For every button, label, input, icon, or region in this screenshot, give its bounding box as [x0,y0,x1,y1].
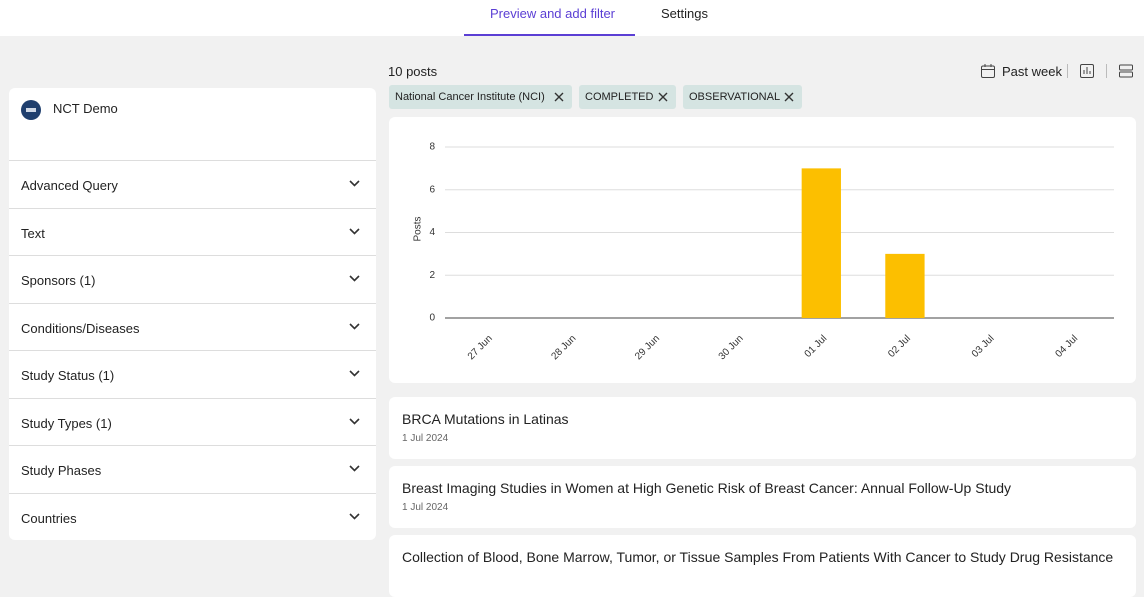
post-card[interactable]: Collection of Blood, Bone Marrow, Tumor,… [389,535,1136,597]
chip-remove[interactable] [784,92,794,102]
chip-remove[interactable] [658,92,668,102]
filter-label: Study Phases [21,463,102,478]
tab-underline [464,34,635,36]
chevron[interactable] [349,227,360,235]
chevron[interactable] [349,417,360,425]
tab[interactable]: Settings [661,6,708,21]
project-logo [21,100,41,120]
chart-card [389,117,1136,383]
x-tick-label: 03 Jul [970,333,997,360]
post-count: 10 posts [388,64,438,79]
y-tick-label: 2 [429,270,435,281]
chip-label: OBSERVATIONAL [689,91,781,103]
x-tick-label: 28 Jun [549,333,578,362]
sidebar [9,88,376,540]
chevron[interactable] [349,180,360,187]
chip-label: COMPLETED [585,91,654,103]
chip-remove[interactable] [554,92,564,102]
post-card[interactable]: BRCA Mutations in Latinas 1 Jul 2024 [389,397,1136,459]
bar [885,253,925,318]
filter-label: Sponsors (1) [21,273,96,288]
filter-item[interactable]: Countries [9,492,376,541]
filter-chip: OBSERVATIONAL [683,85,802,109]
filter-label: Countries [21,510,77,526]
filter-item[interactable]: Text [9,207,376,256]
filter-label: Study Types (1) [21,415,112,431]
filter-label: Text [21,225,45,241]
bar [801,168,841,318]
list-toggle[interactable] [1118,63,1134,79]
chevron[interactable] [349,275,360,282]
x-tick-label: 02 Jul [886,333,913,360]
y-tick-label: 6 [429,184,435,195]
chart: Posts 0 2 4 6 8 27 Jun 28 Jun 29 Jun 30 Jun 01 Ju… [413,142,1114,362]
post-date: 1 Jul 2024 [402,433,449,444]
x-tick-label: 30 Jun [717,333,746,362]
chart-toggle[interactable] [1079,63,1095,79]
x-tick-label: 01 Jul [803,333,830,360]
calendar-icon [981,64,995,78]
filter-label: Study Status (1) [21,368,115,383]
chevron[interactable] [349,465,360,472]
chevron[interactable] [349,322,360,330]
filter-label: Advanced Query [21,178,118,193]
chevron[interactable] [349,370,360,377]
post-title[interactable]: Breast Imaging Studies in Women at High … [402,480,1012,496]
filter-item[interactable]: Study Status (1) [9,350,376,398]
divider [1106,64,1107,78]
chevron[interactable] [349,512,360,520]
x-tick-label: 29 Jun [633,333,662,362]
post-title[interactable]: BRCA Mutations in Latinas [402,411,569,427]
divider [1067,64,1068,78]
filter-item[interactable]: Study Types (1) [9,397,376,446]
top-bar [0,0,1144,36]
filter-item[interactable]: Conditions/Diseases [9,302,376,351]
x-tick-label: 04 Jul [1054,333,1081,360]
y-tick-label: 4 [429,227,435,238]
filter-label: Conditions/Diseases [21,320,140,336]
y-axis-label: Posts [413,216,424,241]
date-range[interactable]: Past week [1002,64,1062,79]
chip-label: National Cancer Institute (NCI) [395,91,545,103]
filter-chip: COMPLETED [579,85,676,109]
filter-item[interactable]: Study Phases [9,445,376,493]
filter-item[interactable]: Advanced Query [9,160,376,208]
filter-chip: National Cancer Institute (NCI) [389,85,572,109]
post-title[interactable]: Collection of Blood, Bone Marrow, Tumor,… [402,549,1114,565]
x-tick-label: 27 Jun [466,333,495,362]
y-tick-label: 8 [429,142,435,153]
tab[interactable]: Preview and add filter [490,6,616,21]
filter-item[interactable]: Sponsors (1) [9,255,376,303]
y-tick-label: 0 [429,313,435,324]
post-date: 1 Jul 2024 [402,502,449,513]
project-name: NCT Demo [53,101,118,116]
post-card[interactable]: Breast Imaging Studies in Women at High … [389,466,1136,528]
